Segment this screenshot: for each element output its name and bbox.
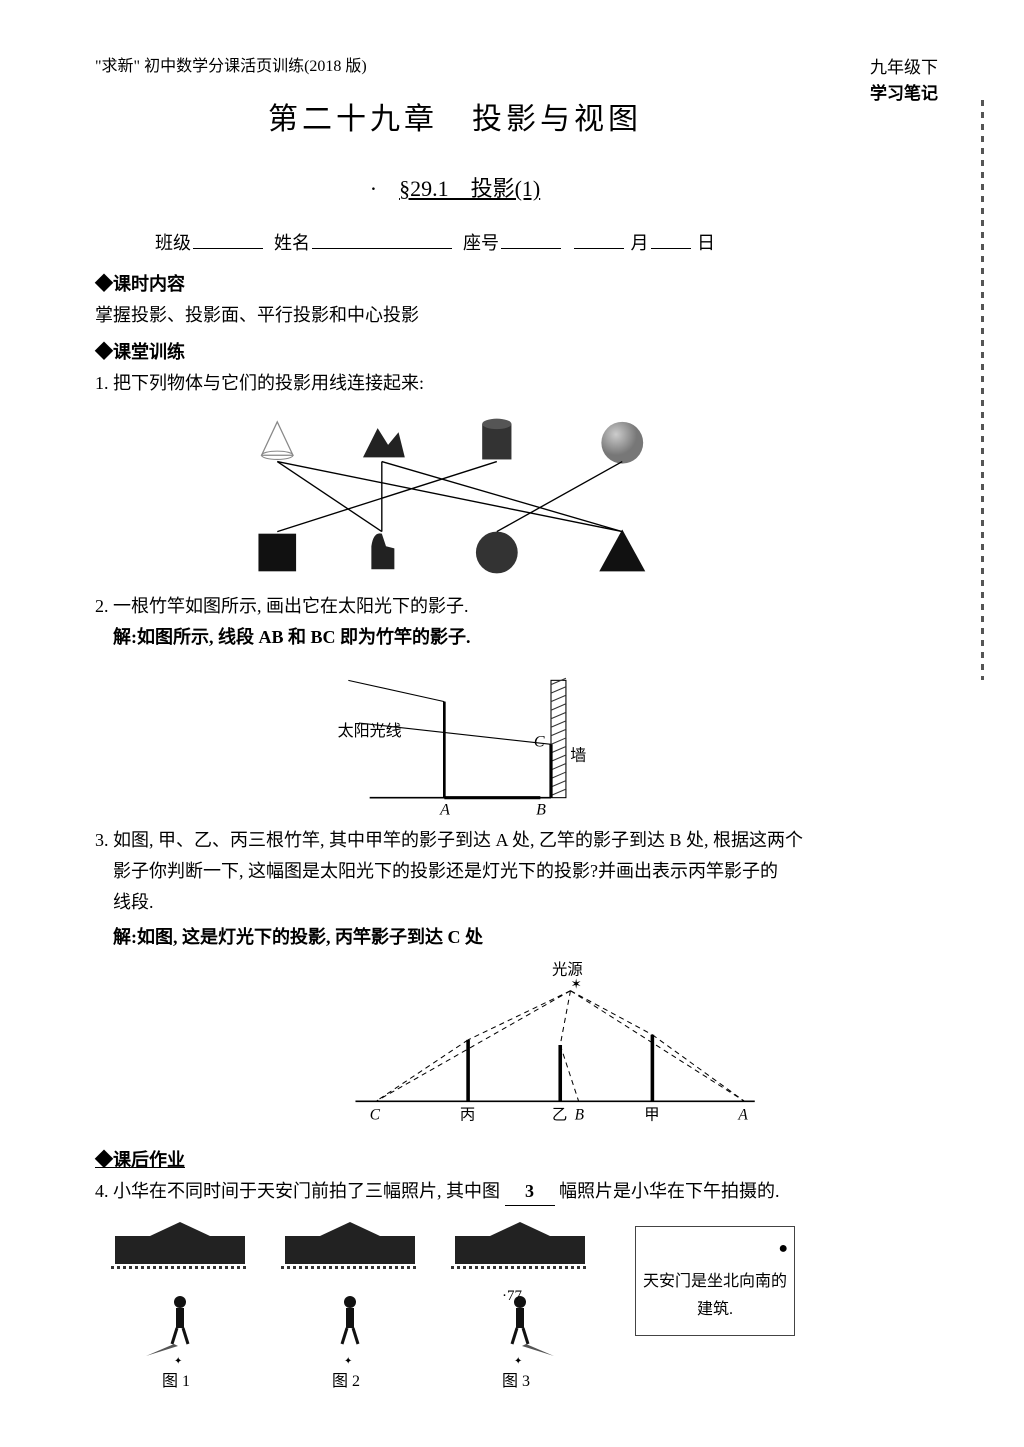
svg-text:光源: 光源 <box>552 960 583 978</box>
svg-text:B: B <box>536 802 546 819</box>
svg-text:C: C <box>534 733 545 750</box>
svg-text:A: A <box>737 1107 748 1124</box>
header-series: "求新" 初中数学分课活页训练(2018 版) <box>95 55 815 79</box>
homework-section-label: ◆课后作业 <box>95 1147 815 1174</box>
seat-blank[interactable] <box>501 229 561 249</box>
q1-svg <box>225 405 685 585</box>
section-title: · §29.1 投影(1) <box>95 172 815 205</box>
section-title-text: §29.1 投影(1) <box>399 176 540 201</box>
form-row: 班级 姓名 座号 月 日 <box>95 229 815 257</box>
svg-text:✦: ✦ <box>514 1356 522 1367</box>
svg-text:C: C <box>370 1107 381 1124</box>
q2-answer-text: 解:如图所示, 线段 AB 和 BC 即为竹竿的影子. <box>113 627 471 647</box>
content-text: 掌握投影、投影面、平行投影和中心投影 <box>95 302 815 329</box>
seat-label: 座号 <box>463 233 499 253</box>
q4-answer-blank[interactable]: 3 <box>505 1178 555 1206</box>
svg-text:A: A <box>439 802 450 819</box>
class-label: 班级 <box>155 233 191 253</box>
q3-text-1: 3. 如图, 甲、乙、丙三根竹竿, 其中甲竿的影子到达 A 处, 乙竿的影子到达… <box>95 827 815 854</box>
q4-note-box: ● 天安门是坐北向南的建筑. <box>635 1226 795 1336</box>
day-label: 日 <box>697 233 715 253</box>
q2-answer: 解:如图所示, 线段 AB 和 BC 即为竹竿的影子. <box>95 624 815 651</box>
chapter-title: 第二十九章 投影与视图 <box>95 97 815 142</box>
q3-svg: 光源✶ 丙 乙 甲 C B A <box>335 955 765 1135</box>
practice-section-label: ◆课堂训练 <box>95 339 815 366</box>
svg-text:B: B <box>575 1107 585 1124</box>
svg-text:图 3: 图 3 <box>502 1373 530 1390</box>
content-section-label: ◆课时内容 <box>95 271 815 298</box>
svg-text:乙: 乙 <box>552 1107 567 1124</box>
q4-figure-row: ✦ 图 1 ✦ 图 2 ✦ 图 3 ● 天安门是坐北向南的建筑. <box>95 1216 815 1406</box>
svg-text:甲: 甲 <box>644 1107 659 1124</box>
svg-text:太阳光线: 太阳光线 <box>338 722 402 740</box>
side-note: 九年级下 学习笔记 <box>864 55 944 106</box>
svg-text:✦: ✦ <box>344 1356 352 1367</box>
q1-figure <box>95 405 815 585</box>
page-content: "求新" 初中数学分课活页训练(2018 版) 第二十九章 投影与视图 · §2… <box>95 55 815 1406</box>
q2-svg: 太阳光线墙 A B C <box>295 659 615 819</box>
name-blank[interactable] <box>312 229 452 249</box>
svg-text:✶: ✶ <box>570 976 581 991</box>
blank-extra[interactable] <box>574 229 624 249</box>
svg-text:图 2: 图 2 <box>332 1373 360 1390</box>
name-label: 姓名 <box>274 233 310 253</box>
q2-text: 2. 一根竹竿如图所示, 画出它在太阳光下的影子. <box>95 593 815 620</box>
q1-text: 1. 把下列物体与它们的投影用线连接起来: <box>95 370 815 397</box>
class-blank[interactable] <box>193 229 263 249</box>
notes-label: 学习笔记 <box>864 81 944 107</box>
page-number: ·77 <box>0 1285 1024 1308</box>
q3-text-3: 线段. <box>95 889 815 916</box>
svg-text:墙: 墙 <box>570 746 586 764</box>
svg-text:✦: ✦ <box>174 1356 182 1367</box>
page-edge-decor <box>981 100 984 680</box>
q4-text: 4. 小华在不同时间于天安门前拍了三幅照片, 其中图 3 幅照片是小华在下午拍摄… <box>95 1178 815 1206</box>
svg-text:丙: 丙 <box>460 1107 475 1124</box>
grade-label: 九年级下 <box>864 55 944 81</box>
q3-answer: 解:如图, 这是灯光下的投影, 丙竿影子到达 C 处 <box>95 924 483 951</box>
q2-figure: 太阳光线墙 A B C <box>95 659 815 819</box>
month-blank[interactable] <box>651 229 691 249</box>
q4-text-b: 幅照片是小华在下午拍摄的. <box>559 1181 780 1201</box>
month-label: 月 <box>631 233 649 253</box>
svg-text:图 1: 图 1 <box>162 1373 190 1390</box>
q3-text-2: 影子你判断一下, 这幅图是太阳光下的投影还是灯光下的投影?并画出表示丙竿影子的 <box>95 858 815 885</box>
q4-text-a: 4. 小华在不同时间于天安门前拍了三幅照片, 其中图 <box>95 1181 500 1201</box>
